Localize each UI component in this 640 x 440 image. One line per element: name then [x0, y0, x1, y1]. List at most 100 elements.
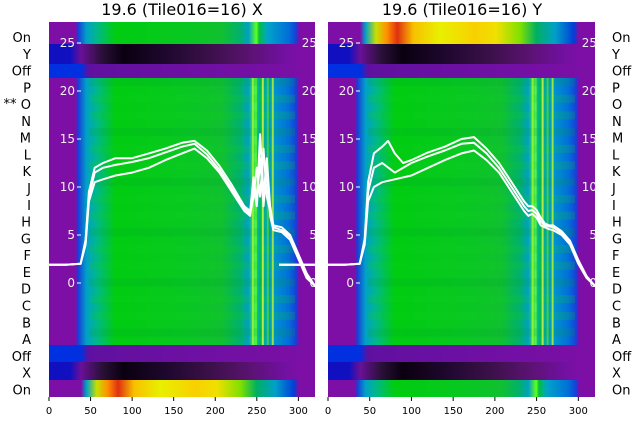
x-tick-label: 50 — [363, 406, 376, 417]
row-label: C — [22, 299, 31, 314]
row-label-right: M — [612, 132, 623, 147]
band-stripe — [368, 311, 575, 320]
row-label-right: O — [612, 98, 622, 113]
x-tick-label: 250 — [247, 406, 266, 417]
band-y — [328, 44, 595, 64]
row-label: G — [21, 232, 31, 247]
overlay-y-tick-label: 0 — [346, 276, 354, 290]
row-label: M — [20, 132, 31, 147]
band-on-bottom — [328, 380, 595, 397]
row-label-right: A — [612, 333, 621, 348]
x-tick-label: 200 — [485, 406, 504, 417]
row-label-right: On — [612, 31, 630, 46]
x-tick-label: 100 — [123, 406, 142, 417]
overlay-y-tick-label: 15 — [60, 132, 75, 146]
x-tick-label: 150 — [164, 406, 183, 417]
band-streak — [541, 78, 544, 345]
overlay-y-tick-label: 15 — [339, 132, 354, 146]
overlay-y-tick-label-right: 15 — [582, 132, 597, 146]
row-label-right: Off — [612, 65, 632, 80]
overlay-y-tick-label-right: 20 — [582, 84, 597, 98]
band-off-top — [49, 64, 315, 78]
row-label-right: I — [612, 199, 616, 214]
band-stripe — [368, 194, 575, 203]
band-streak — [266, 78, 269, 345]
x-tick-label: 300 — [569, 406, 588, 417]
series-line — [279, 136, 598, 287]
band-stripe — [368, 278, 575, 287]
band-stripe — [89, 278, 295, 287]
x-tick-label: 0 — [325, 406, 331, 417]
band-stripe — [89, 211, 295, 220]
row-label: H — [21, 216, 31, 231]
overlay-y-tick-label-right: 20 — [302, 84, 317, 98]
row-label: Off — [12, 350, 32, 365]
row-label-right: P — [612, 81, 620, 96]
band-stripe — [89, 128, 295, 137]
overlay-y-tick-label: 20 — [339, 84, 354, 98]
band-x — [328, 362, 595, 380]
band-stripe — [89, 261, 295, 270]
row-label: E — [23, 266, 31, 281]
left-panel-title: 19.6 (Tile016=16) X — [101, 0, 263, 19]
overlay-y-tick-label-right: 15 — [302, 132, 317, 146]
band-stripe — [368, 295, 575, 304]
series-line — [0, 133, 318, 287]
band-stripe — [89, 78, 295, 86]
overlay-y-tick-label: 5 — [346, 228, 354, 242]
band-streak — [256, 78, 259, 345]
x-tick-label: 200 — [206, 406, 225, 417]
x-tick-label: 150 — [444, 406, 463, 417]
row-label: O — [21, 98, 31, 113]
band-stripe — [89, 178, 295, 187]
overlay-y-tick-label: 25 — [60, 36, 75, 50]
row-label: B — [22, 316, 31, 331]
overlay-y-tick-label: 10 — [339, 180, 354, 194]
overlay-y-tick-label: 25 — [339, 36, 354, 50]
row-label: On — [13, 31, 31, 46]
x-tick-label: 300 — [289, 406, 308, 417]
band-stripe — [89, 311, 295, 320]
band-on-top — [49, 22, 315, 44]
row-label-right: L — [612, 148, 620, 163]
band-stripe — [368, 111, 575, 120]
row-label: On — [13, 383, 31, 398]
row-label-right: H — [612, 216, 622, 231]
band-streak — [251, 78, 254, 345]
band-y — [49, 44, 315, 64]
row-label-right: J — [611, 182, 616, 197]
row-label-right: Off — [612, 350, 632, 365]
band-main — [328, 78, 595, 345]
row-label-right: On — [612, 383, 630, 398]
overlay-y-tick-label-right: 25 — [302, 36, 317, 50]
band-streak — [261, 78, 264, 345]
band-stripe — [368, 228, 575, 237]
overlay-y-tick-label-right: 25 — [582, 36, 597, 50]
overlay-y-tick-label-right: 5 — [309, 228, 317, 242]
row-label: X — [22, 367, 31, 382]
row-label: D — [21, 283, 31, 298]
row-label: I — [27, 199, 31, 214]
band-stripe — [368, 245, 575, 253]
row-label-right: C — [612, 299, 621, 314]
band-stripe — [89, 245, 295, 253]
overlay-y-tick-label-right: 10 — [302, 180, 317, 194]
x-tick-label: 0 — [46, 406, 52, 417]
row-label: J — [26, 182, 31, 197]
row-label: Off — [12, 65, 32, 80]
band-stripe — [368, 144, 575, 153]
overlay-y-tick-label-right: 5 — [589, 228, 597, 242]
left-heatmap-panel: 19.6 (Tile016=16) X 0 0 5 5 10 10 15 15 20 20 25 25… — [0, 0, 318, 417]
band-stripe — [368, 328, 575, 337]
row-label: K — [22, 165, 31, 180]
band-streak — [546, 78, 549, 345]
band-stripe — [89, 328, 295, 337]
band-stripe — [89, 295, 295, 304]
series-line — [0, 147, 318, 287]
band-streak — [551, 78, 554, 345]
overlay-y-tick-label: 5 — [67, 228, 75, 242]
row-label-right: X — [612, 367, 621, 382]
